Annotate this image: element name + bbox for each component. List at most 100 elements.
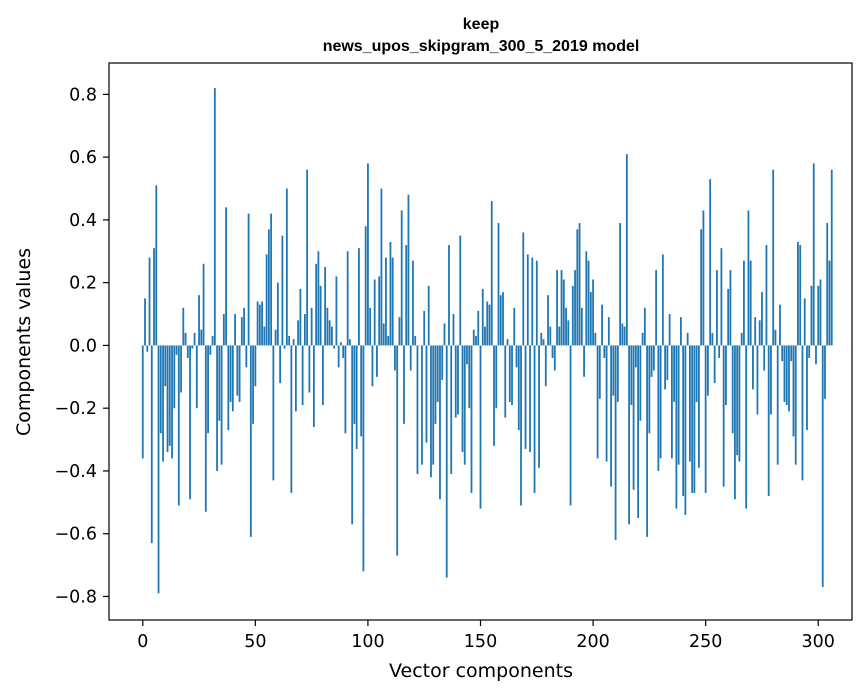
bar xyxy=(292,339,295,346)
bar xyxy=(162,345,164,462)
bar xyxy=(603,345,606,358)
bar xyxy=(274,329,277,346)
bar xyxy=(364,226,367,346)
y-axis-label: Components values xyxy=(13,248,35,436)
bar xyxy=(779,304,781,346)
bar xyxy=(303,314,306,346)
bar xyxy=(229,345,232,402)
bar xyxy=(186,345,189,358)
bar xyxy=(191,345,194,349)
bar xyxy=(227,345,230,431)
bar xyxy=(141,345,144,459)
bar xyxy=(472,329,475,346)
bar xyxy=(826,223,829,346)
bar xyxy=(283,345,286,349)
bar xyxy=(376,345,378,377)
bar xyxy=(734,345,736,500)
bar xyxy=(819,279,822,346)
bar xyxy=(589,292,592,346)
bar xyxy=(272,345,275,481)
bar xyxy=(353,345,356,424)
bar xyxy=(387,336,390,346)
bar xyxy=(195,345,198,409)
bar xyxy=(380,188,383,346)
bar xyxy=(749,260,752,346)
bar xyxy=(312,345,315,428)
bar xyxy=(781,345,784,362)
bar xyxy=(797,241,799,346)
bar xyxy=(344,345,347,434)
bar xyxy=(144,298,146,346)
bar xyxy=(459,235,462,346)
bar xyxy=(466,345,468,365)
bar xyxy=(499,295,502,346)
bar xyxy=(799,245,802,346)
bar xyxy=(535,260,538,346)
bar xyxy=(457,345,459,415)
bar xyxy=(436,345,439,402)
bar xyxy=(400,210,403,346)
bar xyxy=(412,260,414,346)
bar xyxy=(547,295,549,346)
bar xyxy=(173,345,176,409)
bar xyxy=(583,345,585,377)
bar xyxy=(513,307,516,346)
y-axis-ticks: −0.8 −0.6 −0.4 −0.2 0.0 0.2 0.4 0.6 0.8 xyxy=(55,85,109,607)
bar xyxy=(562,279,565,346)
x-tick-label: 300 xyxy=(802,632,835,652)
bar xyxy=(495,345,498,409)
bar xyxy=(430,345,432,478)
bar xyxy=(164,345,167,387)
y-tick-label: −0.6 xyxy=(55,525,98,545)
bar xyxy=(569,345,572,506)
bar xyxy=(605,345,608,462)
bar xyxy=(549,326,552,346)
bar xyxy=(783,345,786,402)
y-tick-label: 0.4 xyxy=(69,211,97,231)
bar xyxy=(677,345,680,465)
bar xyxy=(551,345,554,358)
bar xyxy=(279,345,282,384)
bar xyxy=(204,345,207,512)
bar xyxy=(806,345,808,431)
bar xyxy=(198,295,200,346)
bar xyxy=(830,169,833,346)
bar xyxy=(486,301,489,346)
bar xyxy=(538,345,540,468)
bar xyxy=(511,345,513,406)
bar xyxy=(236,345,239,396)
y-tick-label: 0.8 xyxy=(69,85,97,105)
bar xyxy=(175,345,178,355)
bar xyxy=(308,345,311,393)
bar xyxy=(358,248,360,346)
bar xyxy=(596,345,599,459)
bar xyxy=(691,345,694,493)
bar xyxy=(761,292,763,346)
bar xyxy=(256,301,259,346)
bar xyxy=(481,288,484,346)
bar xyxy=(553,345,556,371)
bar xyxy=(774,329,777,346)
bar xyxy=(337,345,340,368)
bar xyxy=(718,345,721,358)
bar xyxy=(423,310,426,346)
bar xyxy=(340,342,342,346)
bar xyxy=(263,326,266,346)
bar xyxy=(349,339,351,346)
bar xyxy=(477,310,480,346)
bar xyxy=(641,332,644,346)
bar xyxy=(315,263,318,346)
bar xyxy=(648,345,651,434)
bar xyxy=(252,345,254,424)
bar xyxy=(508,345,511,402)
x-tick-label: 0 xyxy=(137,632,148,652)
bar xyxy=(747,210,750,346)
bar xyxy=(614,345,617,540)
bar xyxy=(490,201,493,346)
bar xyxy=(373,279,376,346)
bar xyxy=(610,345,612,487)
plot-frame xyxy=(108,62,853,621)
bar xyxy=(470,345,473,493)
bar xyxy=(824,345,826,399)
